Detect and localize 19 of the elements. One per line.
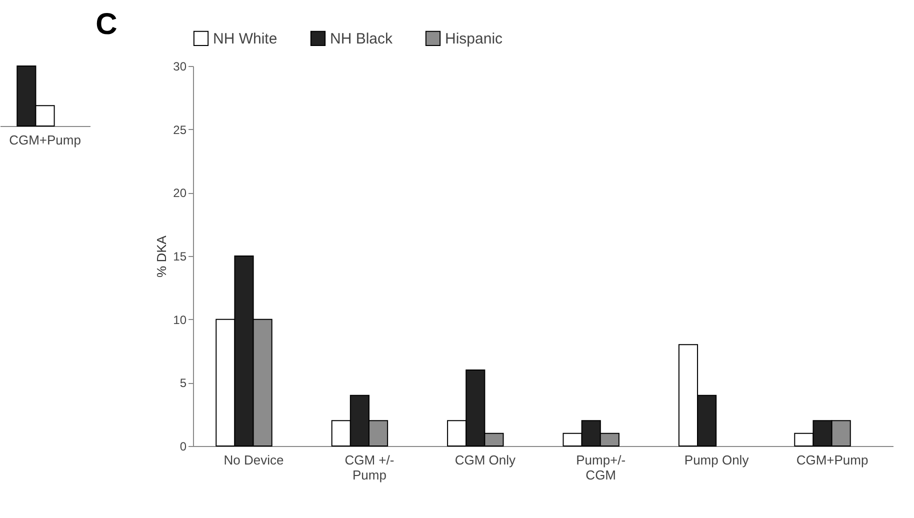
y-tick-label: 5 [180, 376, 187, 390]
y-tick-label: 30 [173, 60, 187, 74]
x-tick-label: CGM Only [454, 452, 516, 468]
legend-label: NH Black [330, 30, 394, 48]
x-tick-label: Pump Only [684, 452, 750, 468]
y-tick-label: 20 [173, 186, 187, 200]
chart-title: C [96, 8, 118, 41]
y-axis-title: % DKA [154, 235, 170, 278]
legend-label: Hispanic [445, 30, 504, 48]
x-tick-label: CGM +/- Pump [344, 452, 394, 482]
y-tick-label: 0 [180, 440, 187, 454]
y-tick-label: 25 [173, 122, 187, 137]
y-tick-label: 15 [173, 250, 187, 264]
x-tick-label: CGM+Pump [9, 132, 81, 148]
x-tick-label: No Device [224, 452, 284, 468]
legend-label: NH White [213, 30, 278, 48]
x-tick-label: Pump+/- CGM [576, 452, 626, 482]
x-tick-label: CGM+Pump [796, 452, 868, 468]
y-tick-label: 10 [173, 312, 187, 327]
